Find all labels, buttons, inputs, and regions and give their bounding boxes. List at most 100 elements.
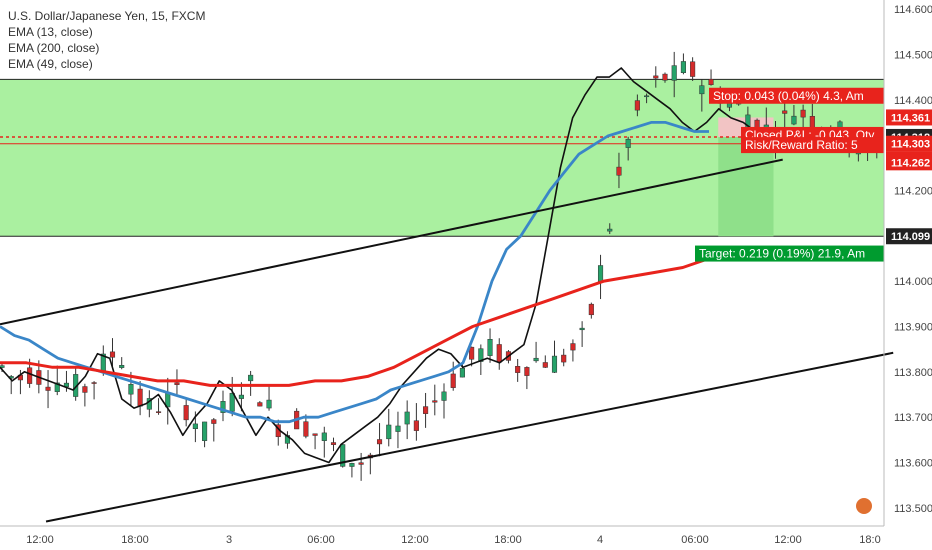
x-tick-label: 06:00 — [307, 534, 335, 546]
candle-body[interactable] — [202, 421, 208, 441]
y-tick-label: 113.500 — [894, 503, 932, 515]
candle-body[interactable] — [551, 355, 558, 373]
price-tag — [886, 228, 932, 245]
candle-body[interactable] — [625, 138, 631, 148]
candle-body[interactable] — [662, 73, 668, 81]
candle-body[interactable] — [82, 386, 88, 393]
candle-body[interactable] — [644, 95, 650, 98]
legend-ema-49[interactable]: EMA (49, close) — [8, 57, 93, 71]
candle-body[interactable] — [607, 228, 613, 232]
candle-body[interactable] — [441, 391, 447, 401]
candle-body[interactable] — [45, 386, 51, 391]
candle-body[interactable] — [0, 365, 5, 368]
candle-body[interactable] — [690, 61, 696, 77]
candle-body[interactable] — [478, 348, 484, 362]
candle-body[interactable] — [680, 61, 686, 73]
legend-ema-13[interactable]: EMA (13, close) — [8, 25, 93, 39]
candle-body[interactable] — [653, 75, 659, 79]
candle-body[interactable] — [791, 115, 797, 125]
stop-label-bg — [709, 87, 884, 104]
candle-body[interactable] — [27, 367, 33, 384]
candle-body[interactable] — [174, 382, 180, 385]
stop-label: Stop: 0.043 (0.04%) 4.3, Am — [713, 89, 864, 103]
ema-13-line[interactable] — [0, 67, 793, 464]
candle-body[interactable] — [708, 79, 714, 85]
risk-reward-label: Risk/Reward Ratio: 5 — [745, 138, 858, 152]
candle-body[interactable] — [349, 463, 355, 467]
x-tick-label: 06:00 — [681, 534, 709, 546]
chart-legend: U.S. Dollar/Japanese Yen, 15, FXCM EMA (… — [8, 8, 205, 72]
candle-body[interactable] — [183, 405, 189, 421]
candle-body[interactable] — [542, 362, 548, 368]
price-tag-label: 114.099 — [891, 231, 930, 243]
x-tick-label: 18:0 — [859, 534, 880, 546]
candle-body[interactable] — [699, 85, 705, 95]
price-tag — [886, 154, 932, 171]
candle-body[interactable] — [220, 401, 226, 413]
candle-body[interactable] — [238, 394, 244, 399]
y-tick-label: 113.800 — [894, 367, 932, 379]
candle-body[interactable] — [450, 373, 456, 388]
candle-body[interactable] — [588, 303, 594, 316]
candle-body[interactable] — [303, 421, 309, 437]
target-label-bg — [695, 245, 884, 262]
candle-body[interactable] — [616, 166, 622, 176]
y-tick-label: 113.600 — [894, 458, 932, 470]
ema-200-line[interactable] — [0, 257, 710, 387]
y-tick-label: 114.200 — [894, 185, 932, 197]
candle-body[interactable] — [496, 344, 502, 363]
candle-body[interactable] — [155, 411, 162, 413]
candle-body[interactable] — [413, 420, 419, 431]
candle-body[interactable] — [561, 354, 567, 363]
candle-body[interactable] — [330, 442, 337, 445]
candle-body[interactable] — [266, 399, 272, 409]
candle-body[interactable] — [312, 433, 318, 436]
price-tag-label: 114.262 — [891, 157, 930, 169]
y-tick-label: 114.400 — [894, 95, 932, 107]
candle-body[interactable] — [137, 388, 143, 407]
y-tick-label: 114.000 — [894, 276, 932, 288]
candle-body[interactable] — [358, 462, 364, 465]
candle-body[interactable] — [533, 357, 539, 362]
candle-body[interactable] — [423, 406, 429, 414]
candle-body[interactable] — [192, 423, 198, 429]
target-label: Target: 0.219 (0.19%) 21.9, Am — [699, 247, 865, 261]
candle-body[interactable] — [128, 383, 134, 395]
candle-body[interactable] — [54, 382, 60, 392]
candle-body[interactable] — [211, 419, 217, 424]
candle-body[interactable] — [386, 424, 392, 440]
ema-49-line[interactable] — [0, 121, 709, 424]
candle-body[interactable] — [524, 367, 530, 376]
price-tag-label: 114.361 — [891, 112, 930, 124]
candle-body[interactable] — [321, 432, 327, 441]
candle-body[interactable] — [469, 346, 475, 360]
candle-body[interactable] — [782, 110, 788, 114]
candle-body[interactable] — [671, 65, 677, 81]
candle-body[interactable] — [459, 367, 465, 378]
candle-body[interactable] — [109, 351, 116, 358]
candle-body[interactable] — [432, 400, 438, 403]
candle-body[interactable] — [634, 100, 640, 111]
candle-body[interactable] — [257, 402, 263, 407]
candle-body[interactable] — [579, 327, 585, 331]
candle-body[interactable] — [340, 444, 346, 467]
candle-body[interactable] — [404, 411, 410, 425]
candle-body[interactable] — [395, 425, 401, 432]
candle-body[interactable] — [809, 115, 815, 129]
price-tag-label: 114.303 — [891, 139, 930, 151]
candle-body[interactable] — [119, 365, 125, 368]
candle-body[interactable] — [800, 109, 806, 118]
candle-body[interactable] — [376, 439, 383, 445]
candle-body[interactable] — [91, 382, 97, 384]
candle-body[interactable] — [597, 265, 604, 282]
legend-ema-200[interactable]: EMA (200, close) — [8, 41, 100, 55]
candle-body[interactable] — [487, 339, 493, 356]
candle-body[interactable] — [570, 343, 576, 351]
candle-body[interactable] — [248, 374, 254, 382]
lower-channel-line[interactable] — [45, 351, 894, 523]
symbol-title: U.S. Dollar/Japanese Yen, 15, FXCM — [8, 9, 206, 23]
candle-body[interactable] — [515, 366, 521, 373]
upper-channel-line[interactable] — [0, 158, 783, 326]
